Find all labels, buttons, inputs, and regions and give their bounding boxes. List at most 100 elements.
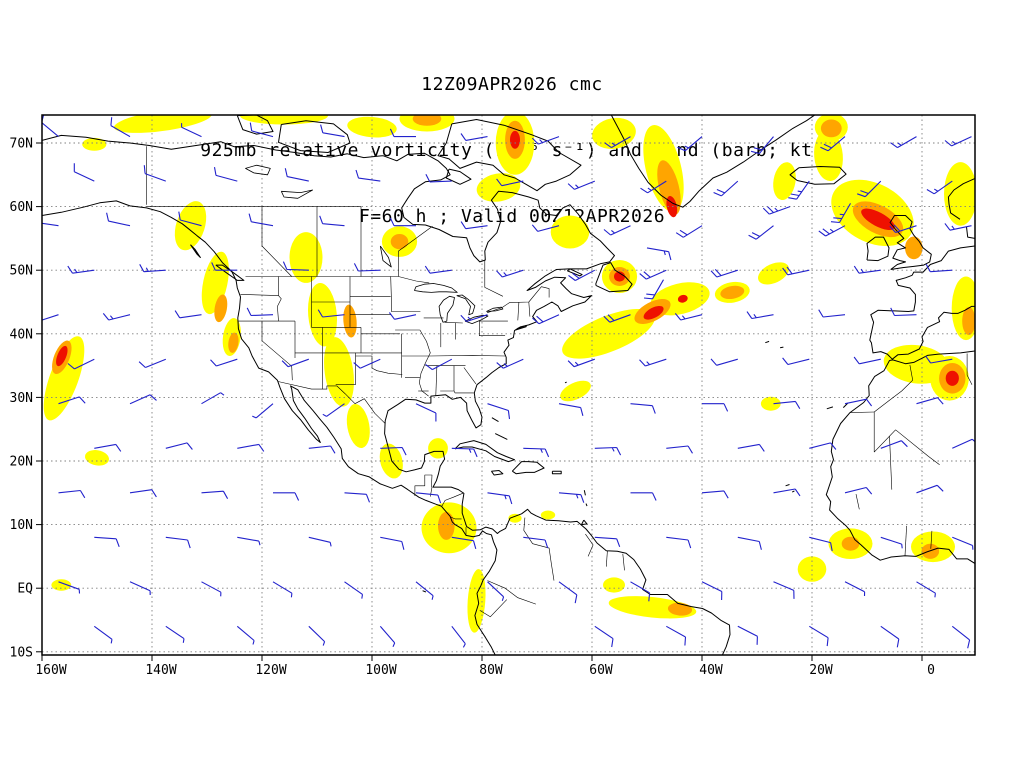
wind-barb [237, 536, 261, 546]
vorticity-blob [412, 115, 442, 126]
wind-barb [558, 581, 578, 604]
wind-barb [952, 438, 975, 449]
wind-barb [424, 265, 452, 274]
wind-barb [308, 625, 326, 646]
y-tick-label: EQ [17, 582, 33, 597]
wind-barb [129, 394, 157, 405]
wind-barb [925, 355, 953, 364]
wind-barb [701, 581, 723, 601]
x-tick-label: 20W [809, 663, 833, 678]
wind-barb [857, 180, 882, 198]
wind-barb [389, 217, 416, 227]
wind-barb [284, 168, 309, 182]
vorticity-blob [228, 332, 239, 353]
vorticity-blob [841, 536, 860, 551]
x-tick-label: 140W [145, 663, 176, 678]
y-tick-label: 40N [10, 327, 33, 342]
wind-barb [568, 269, 596, 281]
wind-barb [273, 492, 300, 501]
wind-barb [322, 403, 345, 417]
wind-barb [630, 403, 656, 414]
wind-barb [201, 490, 229, 499]
wind-barb [880, 625, 900, 648]
wind-barb [762, 206, 791, 215]
wind-barb [496, 178, 524, 187]
x-tick-label: 160W [35, 663, 66, 678]
wind-barb [129, 489, 157, 498]
wind-barb [926, 180, 953, 195]
wind-barb [880, 440, 908, 449]
wind-barb [460, 133, 488, 141]
wind-barb [320, 124, 345, 138]
wind-barb [853, 265, 881, 274]
wind-barb-layer [42, 115, 975, 649]
wind-barb [451, 536, 477, 550]
wind-barb [830, 203, 851, 224]
vorticity-blob [174, 201, 207, 251]
wind-barb [951, 625, 971, 649]
wind-barb [165, 536, 191, 549]
wind-barb [355, 169, 381, 182]
wind-barb [102, 313, 131, 321]
wind-barb [809, 536, 833, 552]
wind-barb [925, 264, 953, 273]
wind-barb [890, 307, 917, 317]
vorticity-blob [85, 450, 109, 466]
y-tick-label: 70N [10, 137, 33, 152]
vorticity-blob [905, 236, 923, 260]
wind-barb [710, 269, 738, 278]
wind-barb [496, 269, 524, 278]
wind-barb [594, 536, 621, 547]
wind-barb [639, 269, 667, 280]
wind-barb [129, 581, 151, 596]
wind-barb [487, 403, 511, 420]
wind-barb [460, 221, 488, 230]
vorticity-blob [56, 345, 68, 367]
wind-barb [603, 225, 631, 236]
wind-barb [93, 625, 113, 644]
x-tick-label: 120W [255, 663, 286, 678]
wind-barb [210, 358, 238, 367]
vorticity-blob [428, 438, 448, 459]
wind-barb [110, 117, 131, 138]
vorticity-blob [214, 294, 228, 323]
x-tick-label: 80W [479, 663, 503, 678]
wind-barb [594, 625, 614, 648]
wind-barb [809, 442, 837, 450]
wind-barb [139, 264, 166, 273]
wind-barb [820, 136, 846, 152]
vorticity-blob [560, 380, 591, 402]
vorticity-blob [82, 137, 107, 151]
x-tick-label: 0 [927, 663, 935, 678]
wind-barb [639, 358, 667, 367]
vorticity-blob [508, 513, 522, 523]
wind-barb [389, 128, 416, 138]
wind-barb [58, 396, 86, 405]
wind-barb [236, 625, 255, 645]
wind-barb [748, 225, 774, 240]
wind-barb [532, 314, 560, 325]
wind-barb [67, 358, 95, 370]
wind-barb [252, 403, 274, 419]
wind-barb [42, 314, 59, 321]
wind-barb [213, 167, 238, 182]
wind-barb [425, 174, 452, 183]
wind-barb [944, 136, 972, 147]
vorticity-blob [307, 282, 338, 347]
vorticity-blob [476, 173, 521, 202]
vorticity-blob [438, 511, 455, 540]
wind-barb [181, 123, 202, 138]
wind-barb [880, 536, 903, 549]
lakes-layer [245, 164, 504, 324]
wind-barb [646, 247, 672, 261]
wind-barb [702, 403, 729, 412]
y-tick-label: 50N [10, 264, 33, 279]
x-tick-label: 100W [365, 663, 396, 678]
vorticity-blob [614, 271, 625, 282]
wind-barb [451, 447, 478, 458]
x-tick-label: 40W [699, 663, 723, 678]
wind-barb [487, 492, 513, 505]
wind-barb [94, 443, 122, 452]
